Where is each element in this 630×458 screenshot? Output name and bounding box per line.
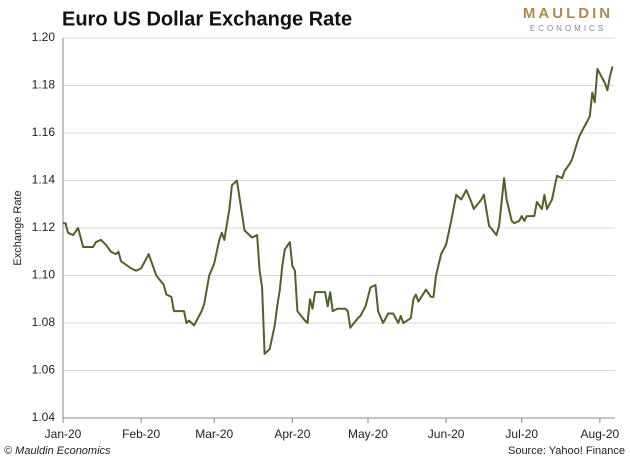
x-tick-label: Mar-20 bbox=[195, 427, 233, 441]
source: Source: Yahoo! Finance bbox=[508, 445, 625, 457]
x-tick-label: Jan-20 bbox=[45, 427, 82, 441]
x-tick-label: Feb-20 bbox=[122, 427, 160, 441]
y-tick-label: 1.16 bbox=[32, 125, 56, 139]
logo-top: MAULDIN bbox=[523, 5, 613, 22]
copyright: © Mauldin Economics bbox=[4, 445, 111, 457]
y-tick-label: 1.06 bbox=[32, 363, 56, 377]
x-tick-label: Aug-20 bbox=[581, 427, 620, 441]
y-tick-label: 1.14 bbox=[32, 173, 56, 187]
y-tick-label: 1.04 bbox=[32, 410, 56, 424]
y-tick-label: 1.20 bbox=[32, 30, 56, 44]
y-axis-label: Exchange Rate bbox=[12, 190, 24, 265]
y-tick-label: 1.12 bbox=[32, 220, 56, 234]
logo-bottom: ECONOMICS bbox=[530, 24, 606, 33]
line-series bbox=[63, 66, 614, 355]
x-tick-label: Jul-20 bbox=[505, 427, 538, 441]
chart-title: Euro US Dollar Exchange Rate bbox=[62, 8, 352, 30]
x-tick-label: Jun-20 bbox=[428, 427, 465, 441]
x-tick-label: Apr-20 bbox=[274, 427, 310, 441]
x-tick-label: May-20 bbox=[348, 427, 388, 441]
y-tick-label: 1.08 bbox=[32, 315, 56, 329]
y-tick-label: 1.10 bbox=[32, 268, 56, 282]
y-tick-label: 1.18 bbox=[32, 78, 56, 92]
